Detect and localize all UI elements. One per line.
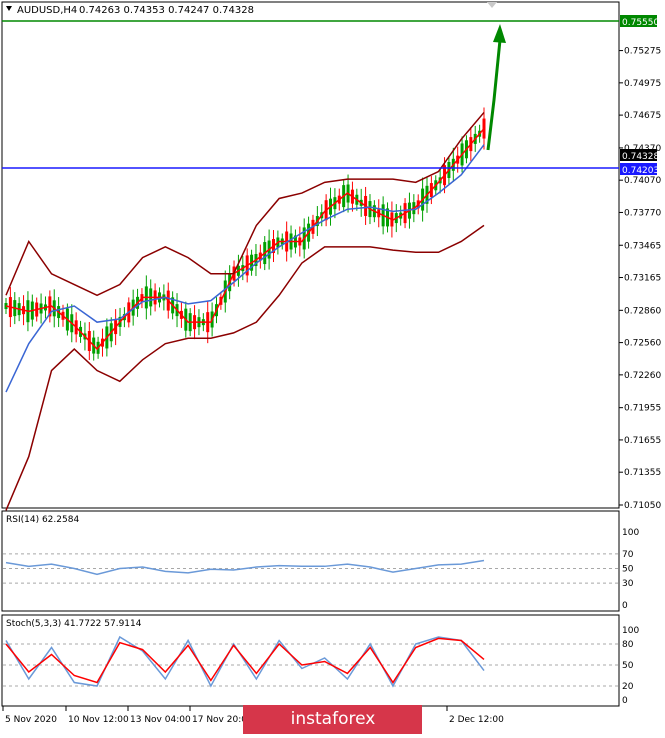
time-tick-label: 5 Nov 2020 <box>5 715 57 725</box>
target-level-label: 0.75550 <box>622 18 659 28</box>
time-tick-label: 17 Nov 20:00 <box>192 715 253 725</box>
watermark-banner <box>243 705 422 734</box>
rsi-tick-label: 50 <box>622 565 634 575</box>
watermark-text: instaforex <box>291 709 376 729</box>
rsi-line <box>5 559 485 576</box>
rsi-title: RSI(14) 62.2584 <box>6 515 79 525</box>
forecast-arrowhead <box>493 24 506 43</box>
price-tick-label: 0.74975 <box>624 79 661 89</box>
stoch-tick-label: 20 <box>622 682 634 692</box>
stoch-tick-label: 0 <box>622 696 628 706</box>
window-menu-icon[interactable] <box>6 6 12 11</box>
fast-ma-line <box>5 128 485 351</box>
rsi-tick-label: 30 <box>622 579 634 589</box>
price-tick-label: 0.71355 <box>624 468 661 478</box>
price-tick-label: 0.73770 <box>624 208 661 218</box>
stoch-axis: 100 80 50 20 0 <box>622 626 639 706</box>
price-tick-label: 0.72560 <box>624 339 661 349</box>
price-tick-label: 0.75275 <box>624 47 661 57</box>
time-tick-label: 2 Dec 12:00 <box>449 715 504 725</box>
price-tick-label: 0.74370 <box>624 144 661 154</box>
stoch-tick-label: 50 <box>622 661 634 671</box>
time-tick-label: 13 Nov 04:00 <box>130 715 191 725</box>
support-level-label: 0.74203 <box>622 166 659 176</box>
stoch-tick-label: 80 <box>622 640 634 650</box>
rsi-panel[interactable] <box>1 510 620 612</box>
symbol-title: AUDUSD,H4 <box>17 5 77 16</box>
price-panel[interactable] <box>1 1 620 509</box>
rsi-tick-label: 70 <box>622 550 634 560</box>
price-tick-label: 0.72260 <box>624 371 661 381</box>
last-price-tag <box>620 149 657 161</box>
bollinger-upper-line <box>5 111 485 297</box>
stoch-tick-label: 100 <box>622 626 639 636</box>
scroll-marker-icon[interactable] <box>487 2 497 8</box>
stoch-title: Stoch(5,3,3) 41.7722 57.9114 <box>6 619 142 629</box>
price-tick-label: 0.72860 <box>624 306 661 316</box>
price-tick-label: 0.71050 <box>624 501 661 511</box>
price-tick-label: 0.71955 <box>624 404 661 414</box>
price-tick-label: 0.74070 <box>624 176 661 186</box>
target-level-tag <box>620 15 657 27</box>
bollinger-lower-line <box>5 224 485 511</box>
time-tick-label: 10 Nov 12:00 <box>68 715 129 725</box>
ohlc-values: 0.74263 0.74353 0.74247 0.74328 <box>79 5 254 16</box>
price-tick-label: 0.71655 <box>624 436 661 446</box>
support-level-tag <box>620 163 657 175</box>
price-tick-label: 0.73165 <box>624 274 661 284</box>
rsi-tick-label: 100 <box>622 528 639 538</box>
price-tick-label: 0.73465 <box>624 241 661 251</box>
time-axis: 5 Nov 2020 10 Nov 12:00 13 Nov 04:00 17 Nov… <box>2 706 504 725</box>
rsi-tick-label: 0 <box>622 601 628 611</box>
last-price-label: 0.74328 <box>622 152 659 162</box>
price-axis: 0.75275 0.74975 0.74675 0.74370 0.74070 0.737… <box>619 47 661 511</box>
price-tick-label: 0.74675 <box>624 111 661 121</box>
stoch-d-line <box>5 637 485 684</box>
rsi-axis: 100 70 50 30 0 <box>622 528 639 611</box>
forecast-arrow-line <box>486 39 502 151</box>
stoch-panel[interactable] <box>1 614 620 707</box>
slow-ma-line <box>5 144 485 393</box>
